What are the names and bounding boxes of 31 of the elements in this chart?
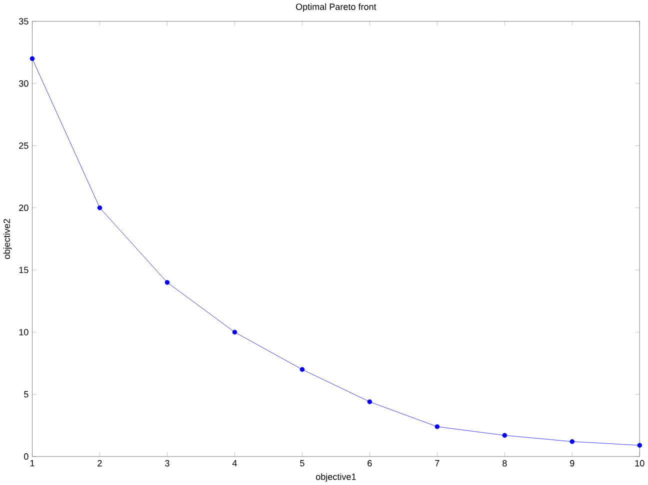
- y-tick-label: 5: [24, 391, 28, 398]
- x-tick-label: 8: [502, 460, 507, 466]
- chart-title: Optimal Pareto front: [296, 3, 376, 12]
- y-tick-label: 20: [19, 204, 28, 211]
- point: [164, 280, 170, 285]
- x-tick-label: 10: [635, 460, 644, 466]
- point: [367, 399, 372, 404]
- point: [30, 56, 35, 61]
- x-tick-label: 2: [98, 460, 102, 466]
- y-tick-label: 25: [19, 142, 28, 149]
- point: [570, 439, 575, 444]
- point: [637, 442, 642, 448]
- x-tick-label: 1: [30, 460, 34, 466]
- y-tick-label: 30: [19, 80, 28, 87]
- y-tick-label: 0: [24, 453, 28, 460]
- x-tick-label: 7: [435, 460, 440, 466]
- point: [502, 432, 508, 438]
- point: [232, 330, 238, 335]
- point: [300, 367, 305, 372]
- y-tick-label: 10: [19, 328, 28, 336]
- point: [434, 424, 440, 430]
- x-tick-label: 6: [368, 460, 372, 466]
- y-tick-label: 15: [19, 266, 28, 274]
- x-axis-title: objective1: [316, 473, 356, 482]
- y-axis-title: objective2: [3, 219, 12, 259]
- x-tick-label: 3: [165, 460, 170, 466]
- y-tick-label: 35: [19, 18, 28, 24]
- point: [97, 205, 102, 210]
- x-tick-label: 4: [232, 460, 237, 466]
- x-tick-label: 9: [570, 460, 574, 466]
- x-tick-label: 5: [300, 460, 304, 466]
